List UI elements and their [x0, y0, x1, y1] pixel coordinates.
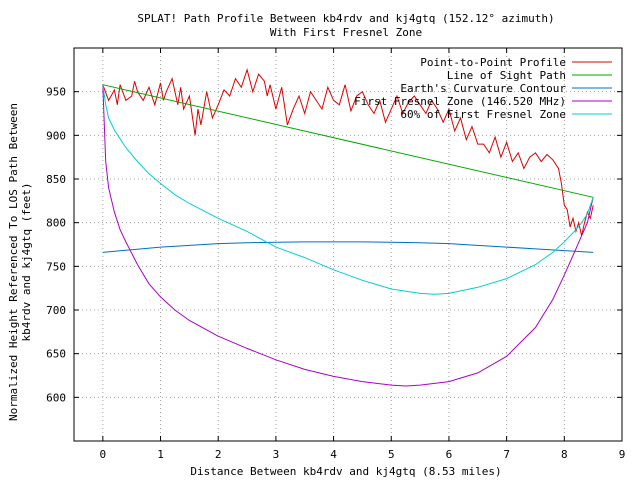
- chart-title: SPLAT! Path Profile Between kb4rdv and k…: [137, 12, 554, 25]
- x-tick-label: 6: [446, 448, 453, 461]
- x-tick-label: 8: [561, 448, 568, 461]
- y-tick-label: 800: [46, 217, 66, 230]
- x-tick-label: 4: [330, 448, 337, 461]
- legend-label-earth-s-curvature-contour: Earth's Curvature Contour: [400, 82, 566, 95]
- x-tick-label: 3: [273, 448, 280, 461]
- y-tick-label: 700: [46, 304, 66, 317]
- y-axis-label-line-1: Normalized Height Referenced To LOS Path…: [7, 103, 20, 421]
- legend-label-first-fresnel-zone-146-520-mhz: First Fresnel Zone (146.520 MHz): [354, 95, 566, 108]
- plot-frame: [73, 47, 623, 442]
- legend-label-60-of-first-fresnel-zone: 60% of First Fresnel Zone: [400, 108, 566, 121]
- series-line-earth-s-curvature-contour: [102, 241, 594, 253]
- y-tick-label: 750: [46, 260, 66, 273]
- x-tick-label: 1: [157, 448, 164, 461]
- chart-subtitle: With First Fresnel Zone: [270, 26, 422, 39]
- x-tick-label: 5: [388, 448, 395, 461]
- legend-label-point-to-point-profile: Point-to-Point Profile: [420, 56, 566, 69]
- x-tick-label: 7: [503, 448, 510, 461]
- x-tick-label: 9: [619, 448, 626, 461]
- legend-label-line-of-sight-path: Line of Sight Path: [447, 69, 566, 82]
- x-tick-label: 0: [100, 448, 107, 461]
- y-tick-label: 600: [46, 391, 66, 404]
- y-tick-label: 850: [46, 173, 66, 186]
- series-lines: [102, 68, 594, 387]
- y-tick-label: 900: [46, 129, 66, 142]
- axis-ticks: 0 1 2 3 4 5 6 7 8 9 600 650 700 750 800 850 900 950: [46, 48, 625, 461]
- x-tick-label: 2: [215, 448, 222, 461]
- y-tick-label: 650: [46, 348, 66, 361]
- x-axis-label: Distance Between kb4rdv and kj4gtq (8.53…: [190, 465, 501, 478]
- series-line-line-of-sight-path: [102, 84, 594, 198]
- series-line-60-of-first-fresnel-zone: [102, 84, 594, 295]
- y-tick-label: 950: [46, 86, 66, 99]
- series-line-first-fresnel-zone-146-520-mhz: [102, 84, 594, 387]
- y-axis-label-line-2: kb4rdv and kj4gtq (feet): [20, 183, 33, 342]
